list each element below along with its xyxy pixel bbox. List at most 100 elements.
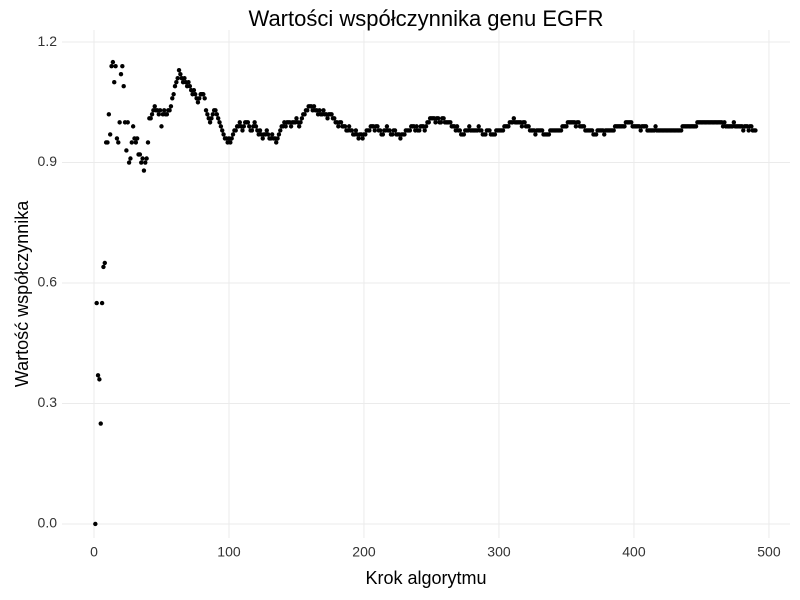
point bbox=[296, 124, 302, 129]
point bbox=[367, 128, 372, 133]
point bbox=[209, 116, 214, 121]
point bbox=[102, 260, 107, 266]
point bbox=[558, 128, 564, 133]
y-tick-label: 1.2 bbox=[38, 33, 58, 49]
point bbox=[417, 128, 422, 133]
point bbox=[332, 116, 337, 121]
x-tick-label: 300 bbox=[487, 544, 511, 560]
point bbox=[205, 112, 210, 117]
point bbox=[461, 132, 467, 137]
point bbox=[506, 124, 511, 129]
point bbox=[120, 63, 125, 69]
point bbox=[148, 116, 153, 121]
point bbox=[182, 75, 187, 81]
point bbox=[139, 160, 144, 165]
point bbox=[338, 120, 344, 125]
point bbox=[546, 132, 552, 137]
point bbox=[360, 136, 365, 141]
point bbox=[257, 128, 263, 133]
point bbox=[749, 124, 754, 129]
point bbox=[110, 59, 116, 65]
point bbox=[197, 96, 202, 101]
point bbox=[164, 112, 170, 117]
point bbox=[265, 132, 271, 137]
point bbox=[377, 128, 383, 133]
point bbox=[141, 168, 147, 173]
point bbox=[229, 136, 234, 141]
point bbox=[214, 112, 220, 117]
point bbox=[128, 156, 133, 161]
y-tick-label: 0.3 bbox=[38, 394, 58, 410]
point bbox=[97, 377, 102, 382]
point bbox=[278, 128, 283, 133]
point bbox=[298, 120, 303, 125]
point bbox=[134, 136, 140, 141]
point bbox=[476, 124, 481, 129]
point bbox=[294, 116, 299, 121]
point bbox=[398, 136, 403, 141]
point bbox=[121, 84, 126, 89]
point bbox=[218, 124, 224, 129]
point bbox=[522, 120, 527, 125]
point bbox=[213, 108, 218, 113]
point bbox=[342, 124, 348, 129]
point bbox=[387, 128, 392, 133]
y-tick-label: 0.6 bbox=[38, 274, 58, 290]
point bbox=[113, 63, 118, 69]
point bbox=[156, 112, 161, 117]
point bbox=[167, 108, 172, 113]
point bbox=[457, 128, 463, 133]
point bbox=[353, 128, 359, 133]
point bbox=[144, 156, 149, 161]
point bbox=[133, 140, 139, 145]
point bbox=[402, 132, 407, 137]
point bbox=[168, 104, 174, 109]
point bbox=[95, 373, 101, 378]
point bbox=[589, 128, 595, 133]
point bbox=[693, 124, 699, 129]
point bbox=[375, 124, 380, 129]
point bbox=[116, 140, 121, 145]
point bbox=[117, 120, 122, 125]
point bbox=[467, 124, 472, 129]
point bbox=[483, 132, 488, 137]
point bbox=[325, 116, 330, 121]
point bbox=[275, 136, 280, 141]
point bbox=[602, 132, 607, 137]
point bbox=[106, 112, 112, 117]
point bbox=[492, 132, 498, 137]
point bbox=[145, 140, 151, 145]
point bbox=[380, 132, 386, 137]
point bbox=[126, 160, 132, 165]
point bbox=[174, 80, 179, 85]
point bbox=[228, 140, 233, 145]
point bbox=[195, 100, 201, 105]
point bbox=[202, 96, 207, 101]
point bbox=[112, 80, 117, 85]
x-axis-label: Krok algorytmu bbox=[365, 568, 486, 588]
point bbox=[137, 152, 143, 157]
point bbox=[305, 108, 310, 113]
point bbox=[581, 124, 587, 129]
point bbox=[125, 120, 130, 125]
point bbox=[217, 120, 222, 125]
point bbox=[283, 124, 288, 129]
point bbox=[731, 120, 737, 125]
point bbox=[526, 124, 531, 129]
point bbox=[191, 88, 197, 93]
point bbox=[643, 124, 649, 129]
y-tick-label: 0.0 bbox=[38, 515, 58, 531]
point bbox=[321, 108, 326, 113]
point bbox=[269, 132, 275, 137]
point bbox=[611, 128, 616, 133]
point bbox=[159, 124, 164, 129]
point bbox=[479, 128, 484, 133]
point bbox=[426, 120, 431, 125]
point bbox=[201, 92, 206, 97]
point bbox=[230, 132, 236, 137]
point bbox=[152, 104, 157, 109]
y-axis-label: Wartość współczynnika bbox=[12, 200, 32, 387]
point bbox=[101, 264, 106, 270]
point bbox=[247, 124, 252, 129]
